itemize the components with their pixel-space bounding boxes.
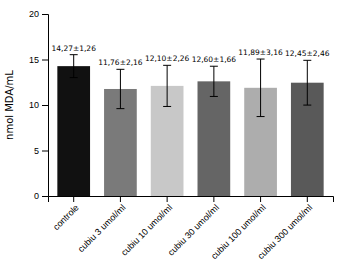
x-tick-mark xyxy=(307,196,308,202)
error-bar-stem xyxy=(167,65,168,106)
error-bar xyxy=(257,59,265,117)
y-tick-mark xyxy=(42,14,48,15)
error-bar-cap xyxy=(70,54,78,55)
y-tick-mark xyxy=(42,105,48,106)
y-axis-line xyxy=(42,15,49,197)
data-label: 11,89±3,16 xyxy=(238,48,283,57)
error-bar-cap xyxy=(163,106,171,107)
x-tick: cubiu 3 umol/ml xyxy=(76,196,128,254)
chart-svg: 0 5 10 15 20 controlecubiu 3 umol/mlcubiu 10 … xyxy=(0,0,343,274)
error-bar-cap xyxy=(210,96,218,97)
x-tick: cubiu 10 umol/ml xyxy=(119,196,174,258)
y-tick: 10 xyxy=(29,100,48,110)
y-tick-label: 0 xyxy=(34,191,39,201)
error-bar-stem xyxy=(307,60,308,105)
x-axis: controlecubiu 3 umol/mlcubiu 10 umol/mlc… xyxy=(49,196,334,261)
error-bar-stem xyxy=(260,59,261,117)
data-label: 12,10±2,26 xyxy=(145,54,190,63)
y-tick-label: 5 xyxy=(34,146,39,156)
y-tick-mark xyxy=(42,151,48,152)
data-labels: 14,27±1,2611,76±2,1612,10±2,2612,60±1,66… xyxy=(51,44,329,68)
error-bar-cap xyxy=(303,60,311,61)
x-tick-mark xyxy=(260,196,261,202)
x-tick-label: cubiu 3 umol/ml xyxy=(76,202,128,254)
x-tick-mark xyxy=(120,196,121,202)
plot-area: 0 5 10 15 20 controlecubiu 3 umol/mlcubiu 10 … xyxy=(29,9,334,261)
error-bar xyxy=(163,65,171,106)
x-tick-mark xyxy=(73,196,74,202)
y-tick-label: 15 xyxy=(29,55,39,65)
y-axis: 0 5 10 15 20 xyxy=(29,9,49,201)
x-axis-line xyxy=(49,197,334,203)
error-bar xyxy=(210,66,218,96)
error-bar-cap xyxy=(210,66,218,67)
y-tick-label: 10 xyxy=(29,100,39,110)
bar xyxy=(198,81,231,196)
y-axis-title: nmol MDA/mL xyxy=(4,70,15,140)
error-bar-cap xyxy=(257,116,265,117)
y-tick-label: 20 xyxy=(29,9,39,19)
error-bar-cap xyxy=(303,105,311,106)
x-tick: cubiu 30 umol/ml xyxy=(166,196,221,258)
error-bar-stem xyxy=(213,66,214,96)
error-bar xyxy=(116,69,124,108)
data-label: 11,76±2,16 xyxy=(98,58,143,67)
y-tick: 0 xyxy=(34,191,48,201)
data-label: 14,27±1,26 xyxy=(51,44,96,53)
data-label: 12,45±2,46 xyxy=(285,49,330,58)
error-bar-cap xyxy=(70,77,78,78)
y-tick-mark xyxy=(42,60,48,61)
error-bar-stem xyxy=(120,69,121,108)
x-tick-mark xyxy=(167,196,168,202)
x-tick: controle xyxy=(51,196,81,232)
x-tick-label: controle xyxy=(51,202,81,232)
x-tick: cubiu 300 umol/ml xyxy=(256,196,315,261)
y-tick-mark xyxy=(42,196,48,197)
x-tick-label: cubiu 300 umol/ml xyxy=(256,202,315,261)
x-tick-mark xyxy=(213,196,214,202)
y-tick: 5 xyxy=(34,146,48,156)
error-bar-cap xyxy=(116,69,124,70)
data-label: 12,60±1,66 xyxy=(192,55,237,64)
error-bar xyxy=(70,55,78,78)
error-bar-cap xyxy=(257,59,265,60)
y-tick: 15 xyxy=(29,55,48,65)
error-bar-cap xyxy=(116,108,124,109)
y-tick: 20 xyxy=(29,9,48,19)
error-bar-cap xyxy=(163,65,171,66)
error-bar-stem xyxy=(73,55,74,78)
bar xyxy=(57,66,90,196)
marks xyxy=(57,55,323,196)
error-bar xyxy=(303,60,311,105)
